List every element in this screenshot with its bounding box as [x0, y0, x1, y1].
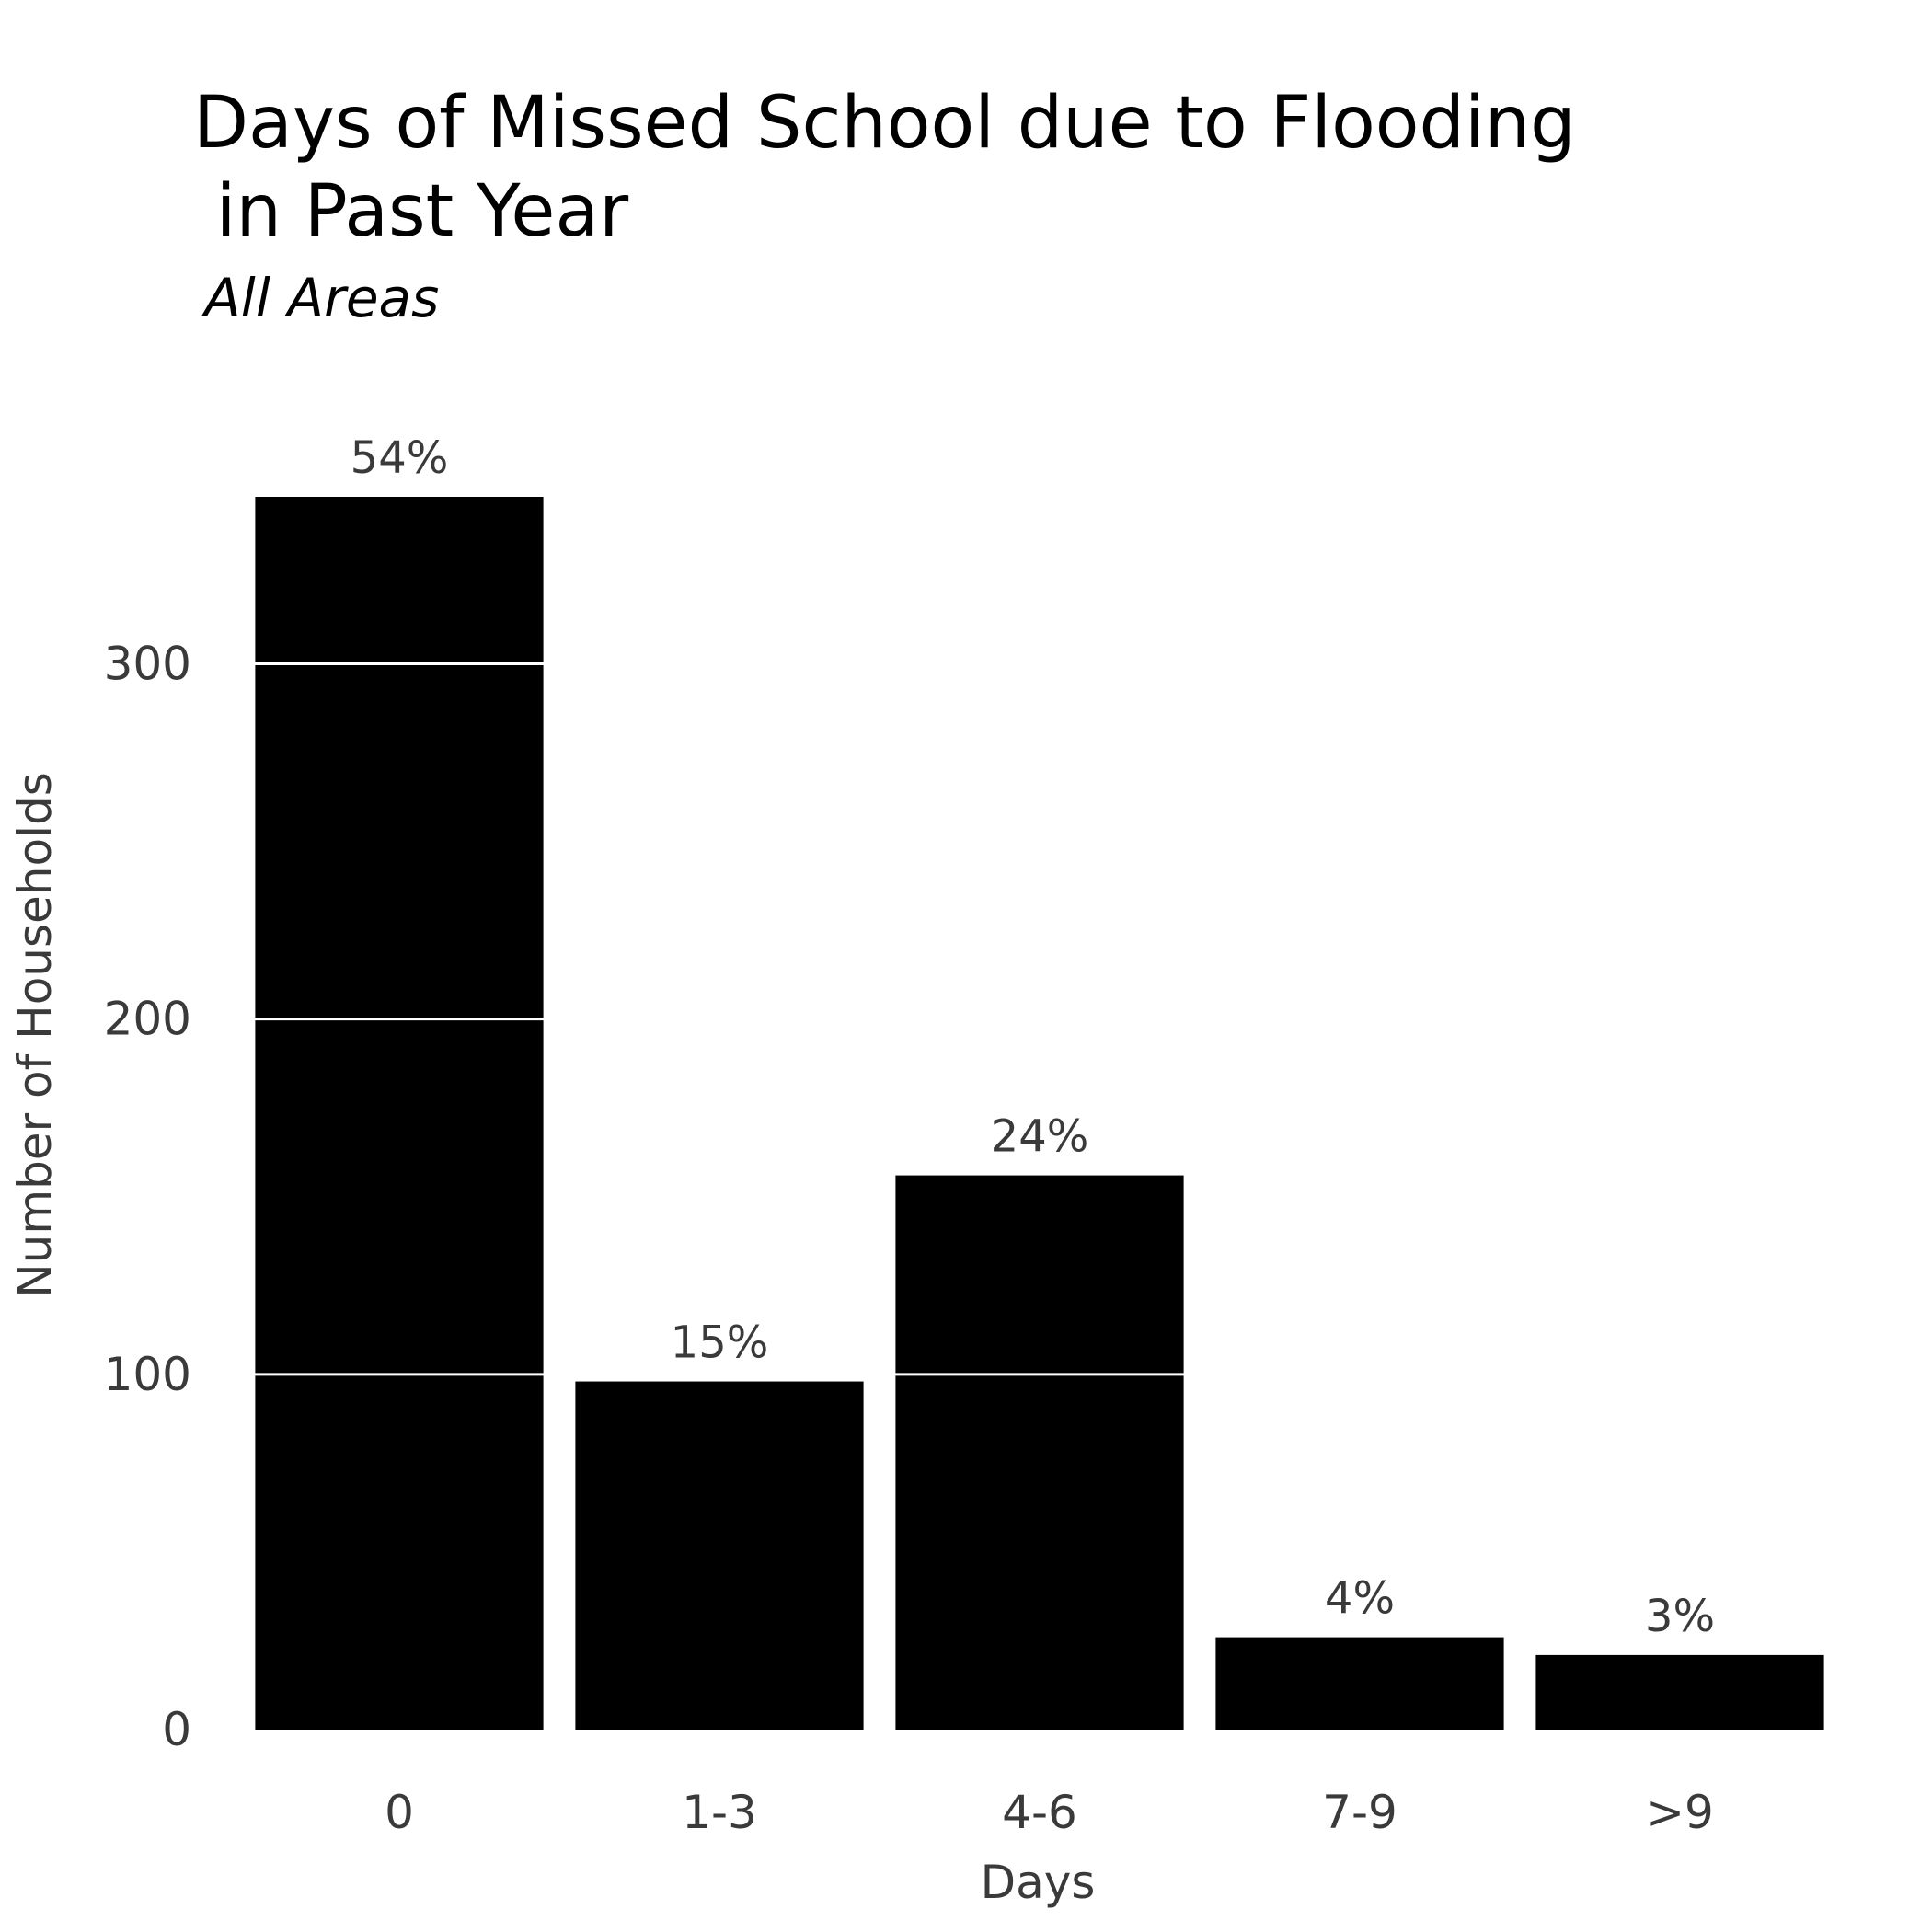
x-axis-label: Days — [981, 1856, 1096, 1909]
x-tick-label: 0 — [385, 1786, 414, 1839]
x-tick-label: 1-3 — [682, 1786, 757, 1839]
x-axis-ticks: 0 1-3 4-6 7-9 >9 — [385, 1786, 1714, 1839]
y-axis-ticks: 0 100 200 300 — [104, 637, 191, 1756]
data-labels-layer: 54% 15% 24% 4% 3% — [351, 432, 1715, 1642]
bar — [255, 497, 544, 1730]
bar — [575, 1381, 864, 1730]
data-label: 3% — [1645, 1591, 1715, 1642]
bars-layer — [255, 497, 1824, 1730]
data-label: 4% — [1325, 1573, 1395, 1625]
x-tick-label: >9 — [1646, 1786, 1714, 1839]
y-axis-label: Number of Households — [8, 772, 62, 1297]
y-tick-label: 100 — [104, 1348, 191, 1401]
data-label: 54% — [351, 432, 449, 484]
gridlines-layer — [239, 661, 1840, 1376]
bar — [1215, 1637, 1504, 1730]
x-tick-label: 7-9 — [1322, 1786, 1397, 1839]
y-tick-label: 0 — [162, 1703, 191, 1756]
data-label: 24% — [991, 1111, 1089, 1163]
bar — [1535, 1654, 1824, 1730]
y-tick-label: 200 — [104, 993, 191, 1046]
bar — [895, 1175, 1184, 1730]
data-label: 15% — [671, 1317, 769, 1369]
chart-subtitle: All Areas — [204, 267, 440, 329]
chart-title: Days of Missed School due to Flooding in… — [193, 82, 1576, 253]
x-tick-label: 4-6 — [1002, 1786, 1077, 1839]
y-tick-label: 300 — [104, 637, 191, 690]
